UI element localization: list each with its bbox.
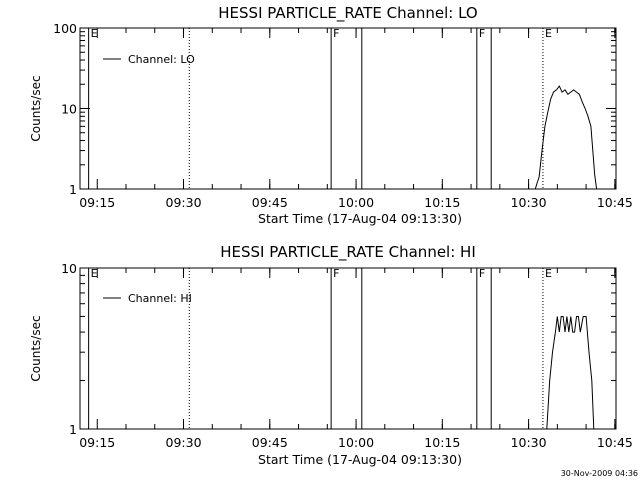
x-axis-label: Start Time (17-Aug-04 09:13:30) (258, 452, 462, 467)
event-marker-label: F (479, 267, 485, 280)
x-tick-label: 10:45 (597, 195, 633, 210)
x-tick-label: 10:30 (511, 195, 547, 210)
x-tick-label: 09:30 (166, 195, 202, 210)
x-axis-label: Start Time (17-Aug-04 09:13:30) (258, 211, 462, 226)
chart-title: HESSI PARTICLE_RATE Channel: LO (218, 4, 477, 23)
x-tick-label: 09:45 (252, 435, 288, 450)
y-tick-label: 10 (61, 102, 77, 117)
series-line (534, 85, 598, 190)
x-tick-label: 09:30 (166, 435, 202, 450)
x-tick-label: 10:45 (597, 435, 633, 450)
x-tick-label: 10:00 (338, 195, 374, 210)
event-marker-label: F (333, 267, 339, 280)
x-tick-label: 10:15 (424, 435, 460, 450)
footer-timestamp: 30-Nov-2009 04:36 (561, 469, 638, 478)
y-tick-label: 100 (53, 21, 77, 36)
x-tick-label: 09:15 (79, 195, 115, 210)
event-marker-label: F (479, 27, 485, 40)
series-line (546, 316, 595, 430)
x-tick-label: 09:45 (252, 195, 288, 210)
y-axis-label: Counts/sec (29, 315, 43, 381)
plot-frame (79, 267, 617, 430)
event-marker-label: E (91, 267, 98, 280)
x-tick-label: 10:30 (511, 435, 547, 450)
y-tick-label: 1 (69, 422, 77, 437)
x-tick-label: 10:00 (338, 435, 374, 450)
x-tick-label: 10:15 (424, 195, 460, 210)
event-marker-label: E (91, 27, 98, 40)
y-tick-label: 10 (61, 261, 77, 276)
legend-label: Channel: HI (128, 292, 192, 305)
y-axis-label: Counts/sec (29, 75, 43, 141)
event-marker-label: F (333, 27, 339, 40)
lo-channel-panel: HESSI PARTICLE_RATE Channel: LO 1 10 100 Cou… (29, 4, 633, 226)
chart-title: HESSI PARTICLE_RATE Channel: HI (220, 243, 476, 262)
y-tick-label: 1 (69, 182, 77, 197)
event-marker-label: E (545, 27, 552, 40)
hi-channel-panel: HESSI PARTICLE_RATE Channel: HI 1 10 Counts… (29, 243, 633, 467)
x-tick-label: 09:15 (79, 435, 115, 450)
event-marker-label: E (545, 267, 552, 280)
legend-label: Channel: LO (128, 53, 195, 66)
